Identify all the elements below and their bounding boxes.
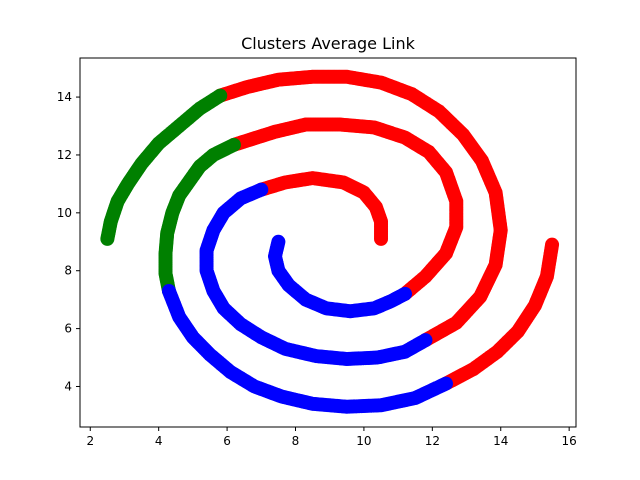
- points-layer: [100, 69, 560, 414]
- x-axis: 2 4 6 8 10 12 14 16: [86, 427, 577, 448]
- x-tick-label: 2: [86, 434, 94, 448]
- y-axis: 4 6 8 10 12 14: [57, 90, 80, 393]
- x-tick-label: 4: [155, 434, 163, 448]
- x-tick-label: 12: [425, 434, 440, 448]
- y-tick-label: 4: [64, 379, 72, 393]
- y-tick-label: 8: [64, 264, 72, 278]
- blue-cluster-point: [397, 286, 412, 301]
- blue-cluster-point: [439, 376, 454, 391]
- red-cluster-point: [545, 237, 560, 252]
- x-tick-label: 8: [292, 434, 300, 448]
- green-cluster-point: [226, 137, 241, 152]
- chart-title: Clusters Average Link: [241, 34, 416, 53]
- y-tick-label: 10: [57, 206, 72, 220]
- y-tick-label: 6: [64, 322, 72, 336]
- x-tick-label: 6: [223, 434, 231, 448]
- x-tick-label: 10: [356, 434, 371, 448]
- axes-frame: [79, 57, 577, 428]
- x-tick-label: 14: [493, 434, 508, 448]
- green-cluster-point: [213, 88, 228, 103]
- x-tick-label: 16: [562, 434, 577, 448]
- y-tick-label: 12: [57, 148, 72, 162]
- blue-cluster-point: [418, 333, 433, 348]
- y-tick-label: 14: [57, 90, 72, 104]
